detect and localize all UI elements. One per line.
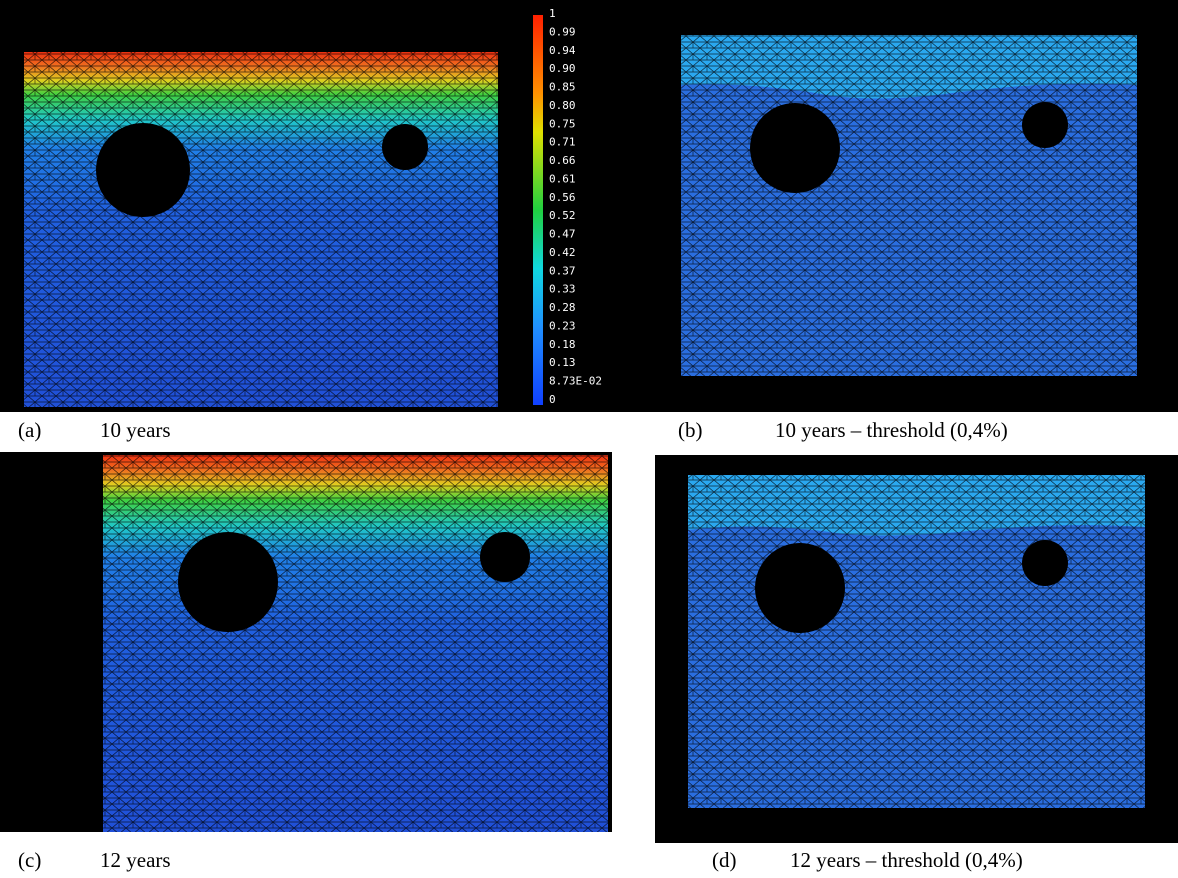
colorbar-label: 0.52 [549,209,576,222]
panel-caption: 10 years [100,418,171,442]
colorbar-label: 0.80 [549,99,576,112]
colorbar-label: 0.37 [549,264,576,277]
panel-caption: 12 years [100,848,171,872]
colorbar-label: 0.85 [549,81,576,94]
colorbar-label: 1 [549,7,556,20]
mesh-b [681,35,1137,376]
colorbar-label: 8.73E-02 [549,375,602,388]
panel-letter: (a) [18,418,42,442]
hole [480,532,530,582]
hole [1022,102,1068,148]
colorbar-label: 0 [549,393,556,406]
colorbar-label: 0.66 [549,154,576,167]
panel-caption: 10 years – threshold (0,4%) [775,418,1008,442]
hole [382,124,428,170]
panel-letter: (d) [712,848,737,872]
mesh-d [688,475,1145,808]
panel-letter: (b) [678,418,703,442]
hole [178,532,278,632]
hole [755,543,845,633]
colorbar-label: 0.28 [549,301,576,314]
hole [750,103,840,193]
mesh-c [103,455,608,832]
mesh-a [24,52,498,407]
panel-letter: (c) [18,848,42,872]
colorbar-label: 0.90 [549,62,576,75]
colorbar-label: 0.56 [549,191,576,204]
colorbar-label: 0.23 [549,319,576,332]
colorbar-label: 0.99 [549,25,576,38]
colorbar-label: 0.94 [549,44,576,57]
hole [96,123,190,217]
hole [1022,540,1068,586]
colorbar-label: 0.61 [549,172,576,185]
colorbar-label: 0.33 [549,283,576,296]
colorbar-label: 0.71 [549,136,576,149]
panel-caption: 12 years – threshold (0,4%) [790,848,1023,872]
colorbar-label: 0.18 [549,338,576,351]
colorbar-label: 0.13 [549,356,576,369]
colorbar-label: 0.42 [549,246,576,259]
colorbar-label: 0.47 [549,228,576,241]
colorbar-label: 0.75 [549,117,576,130]
colorbar [533,15,543,405]
